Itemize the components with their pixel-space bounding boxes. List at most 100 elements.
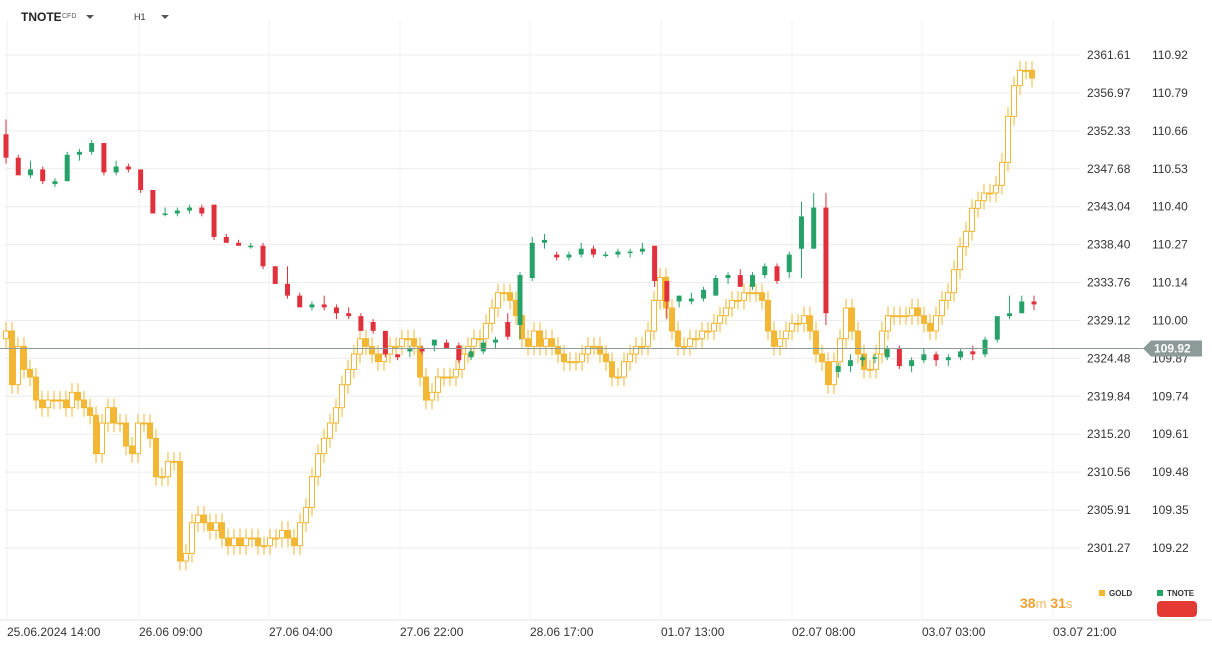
tnote-candle-body [994,316,1000,340]
gold-candle-body [3,330,9,340]
tnote-candle-body [431,339,437,346]
gold-candle-body [681,345,687,348]
gold-axis-label: 2356.97 [1087,86,1131,100]
tnote-candle-body [676,295,682,302]
tnote-candle-body [333,307,339,314]
tnote-candle-body [444,342,450,349]
gold-candle-body [999,161,1005,186]
gold-candle-body [51,399,57,402]
gold-candle-body [549,338,555,347]
gold-candle-body [783,330,789,340]
tnote-candle-body [970,351,976,355]
tnote-candle-body [89,143,95,152]
gold-axis-label: 2310.56 [1087,465,1131,479]
x-tick-label: 03.07 03:00 [922,625,986,639]
gold-candle-body [405,338,411,341]
tnote-candle-body [113,166,119,173]
tnote-axis-label: 110.00 [1152,313,1188,327]
tnote-candle-body [297,295,303,308]
tnote-candle-body [199,207,205,214]
gold-candle-body [963,230,969,248]
tnote-candle-body [860,357,866,361]
gold-candle-body [903,315,909,318]
gold-candle-body [447,376,453,379]
gold-candle-body [255,537,261,547]
tnote-candle-body [309,304,315,308]
gold-candle-body [645,330,651,347]
gold-candle-body [369,345,375,355]
gold-candle-body [9,330,15,386]
tnote-candle-body [27,169,33,176]
gold-candle-body [873,353,879,370]
instrument-symbol[interactable]: TNOTE [21,10,62,24]
tnote-axis-label: 110.53 [1152,162,1188,176]
gold-candle-body [657,276,663,301]
gold-candle-body [183,552,189,562]
gold-candle-body [855,330,861,355]
gold-candle-body [201,514,207,524]
gold-candle-body [1005,115,1011,163]
gold-candle-body [189,522,195,554]
gold-swatch-icon [1099,590,1105,596]
tnote-candle-body [811,207,817,249]
gold-axis-label: 2338.40 [1087,238,1131,252]
tnote-candle-body [896,348,902,367]
gold-candle-body [375,353,381,363]
tnote-candle-body [652,245,658,281]
gold-candle-body [225,537,231,547]
gold-candle-body [849,307,855,332]
gold-candle-body [129,445,135,455]
legend-gold[interactable]: GOLD [1099,589,1132,598]
timeframe-selector[interactable]: H1 [134,12,146,22]
gold-candle-body [111,407,117,424]
timeframe-dropdown-chevron-icon[interactable] [161,12,169,19]
gold-candle-body [453,368,459,378]
gold-candle-body [21,345,27,370]
gold-candle-body [15,345,21,386]
tnote-candle-body [847,360,853,367]
gold-candle-body [435,376,441,393]
tnote-candle-body [1031,301,1037,305]
gold-candle-body [615,376,621,379]
gold-candle-body [969,207,975,232]
gold-candle-body [531,330,537,347]
gold-candle-body [759,292,765,301]
gold-candle-body [165,460,171,478]
legend-tnote[interactable]: TNOTE [1157,589,1194,598]
gold-candle-body [297,522,303,547]
gold-candle-body [837,338,843,363]
tnote-candle-body [578,248,584,255]
tnote-candle-body [958,351,964,358]
gold-candle-body [135,422,141,455]
gold-candle-body [417,345,423,378]
gold-candle-body [117,422,123,425]
tnote-candle-body [737,275,743,287]
tnote-candle-body [725,275,731,279]
tnote-candle-body [884,348,890,358]
instrument-dropdown-chevron-icon[interactable] [86,12,94,19]
tnote-candle-body [211,204,217,237]
gold-candle-body [45,399,51,409]
gold-candle-body [723,307,729,317]
tnote-axis-label: 110.14 [1152,276,1188,290]
candle-countdown-timer: 38m 31s [1020,595,1073,611]
gold-candle-body [213,522,219,531]
tnote-candle-body [187,207,193,211]
x-tick-label: 03.07 21:00 [1053,625,1117,639]
gold-candle-body [465,345,471,355]
tnote-candle-body [909,360,915,367]
gold-candle-body [669,307,675,332]
tnote-candle-body [272,266,278,284]
gold-axis-label: 2343.04 [1087,200,1131,214]
tnote-candle-body [138,169,144,190]
gold-candle-body [765,299,771,332]
tnote-candle-body [541,239,547,243]
tnote-candle-body [688,298,694,302]
gold-candle-body [717,315,723,324]
gold-candle-body [825,361,831,386]
tnote-legend-badge[interactable] [1157,601,1197,617]
tnote-candle-body [346,313,352,317]
gold-candle-body [207,522,213,531]
gold-candle-body [357,338,363,355]
